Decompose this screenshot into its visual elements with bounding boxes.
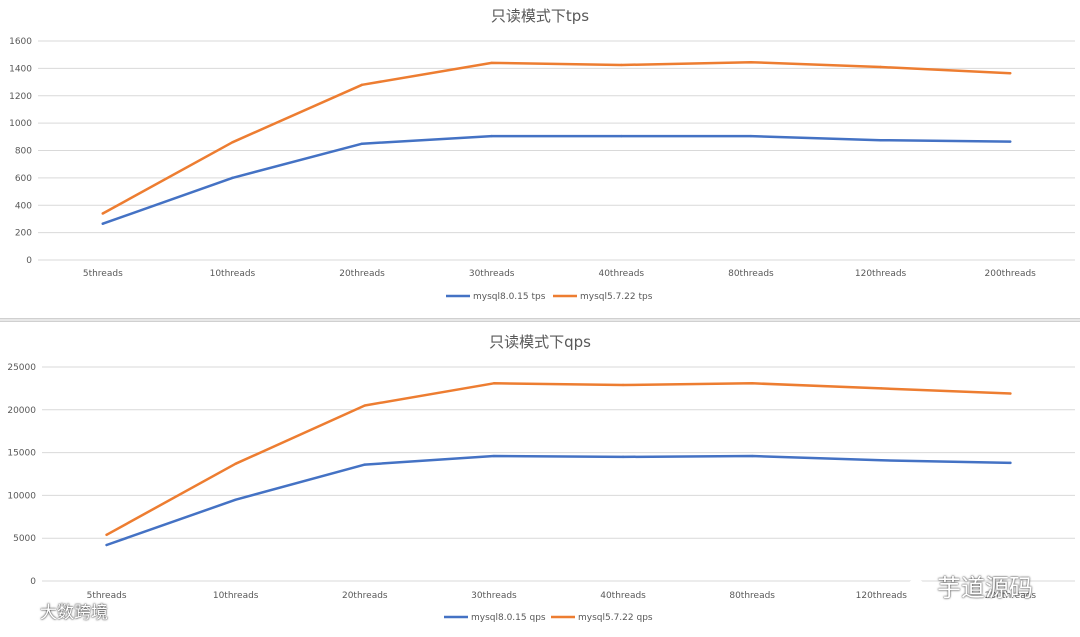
data-point — [101, 222, 105, 225]
data-point — [490, 134, 493, 138]
x-tick-label: 10threads — [210, 269, 256, 279]
y-tick-label: 800 — [15, 147, 32, 157]
data-point — [620, 63, 623, 67]
watermark-right: 芋道源码 — [905, 568, 1033, 603]
watermark-right-text: 芋道源码 — [937, 574, 1033, 602]
y-tick-label: 0 — [30, 577, 36, 587]
data-point — [101, 212, 105, 215]
series-line-0 — [105, 454, 1012, 547]
weibo-logo-icon — [8, 602, 36, 624]
chart-title: 只读模式下qps — [489, 333, 591, 351]
legend-label: mysql8.0.15 tps — [473, 292, 546, 302]
y-tick-label: 5000 — [13, 534, 36, 544]
y-tick-label: 1000 — [9, 119, 32, 129]
tps-line-chart: 只读模式下tps 0 200 400 600 800 1000 1200 1400 1600 5th… — [9, 7, 1075, 302]
data-point — [492, 454, 496, 458]
data-point — [360, 142, 364, 145]
y-tick-label: 25000 — [7, 363, 36, 373]
x-tick-label: 120threads — [855, 269, 907, 279]
series-line-0 — [101, 134, 1012, 225]
data-point — [234, 462, 237, 465]
x-tick-label: 30threads — [469, 269, 515, 279]
x-tick-label: 80threads — [728, 269, 774, 279]
series-line-1 — [101, 60, 1012, 215]
data-point — [234, 498, 237, 501]
data-point — [492, 382, 496, 385]
y-tick-label: 1400 — [9, 64, 32, 74]
x-tick-label: 40threads — [600, 591, 646, 601]
data-point — [363, 404, 367, 407]
x-tick-label: 5threads — [83, 269, 123, 279]
data-point — [231, 141, 234, 144]
data-point — [621, 455, 625, 459]
y-tick-label: 15000 — [7, 449, 36, 459]
wechat-logo-icon — [905, 578, 934, 601]
x-tick-label: 20threads — [342, 591, 388, 601]
panel-divider — [0, 318, 1080, 322]
x-tick-label: 200threads — [985, 269, 1037, 279]
data-point — [879, 65, 882, 69]
chart-title: 只读模式下tps — [491, 7, 589, 25]
y-tick-label: 1200 — [9, 92, 32, 102]
data-point — [105, 543, 108, 547]
data-point — [1009, 461, 1012, 465]
data-point — [750, 454, 754, 458]
legend-label: mysql5.7.22 qps — [578, 613, 653, 623]
x-tick-label: 200threads — [985, 591, 1037, 601]
data-point — [1008, 71, 1012, 75]
data-point — [880, 459, 883, 462]
x-tick-label: 10threads — [213, 591, 259, 601]
data-point — [621, 383, 625, 387]
data-point — [360, 83, 364, 87]
data-point — [363, 463, 367, 466]
data-point — [231, 176, 234, 180]
x-tick-label: 30threads — [471, 591, 517, 601]
x-tick-label: 40threads — [598, 269, 644, 279]
watermark-left-text: 大数跨境 — [40, 603, 108, 623]
x-tick-label: 5threads — [87, 591, 127, 601]
x-tick-label: 120threads — [856, 591, 908, 601]
legend-label: mysql5.7.22 tps — [580, 292, 653, 302]
y-tick-label: 20000 — [7, 406, 36, 416]
watermark-left: 大数跨境 — [8, 598, 108, 624]
data-point — [749, 61, 753, 64]
data-point — [1009, 392, 1012, 395]
y-tick-label: 600 — [15, 174, 32, 184]
data-point — [750, 382, 754, 385]
qps-chart-panel: 只读模式下qps 0 5000 10000 15000 20000 25000 5thread… — [0, 322, 1080, 633]
data-point — [880, 387, 883, 390]
x-tick-label: 20threads — [339, 269, 385, 279]
y-tick-label: 10000 — [7, 491, 36, 501]
tps-chart-panel: 只读模式下tps 0 200 400 600 800 1000 1200 1400 1600 5th… — [0, 0, 1080, 318]
y-tick-label: 400 — [15, 201, 32, 211]
y-tick-label: 1600 — [9, 37, 32, 47]
legend-label: mysql8.0.15 qps — [471, 613, 546, 623]
qps-line-chart: 只读模式下qps 0 5000 10000 15000 20000 25000 5thread… — [7, 333, 1075, 623]
data-point — [620, 134, 623, 138]
data-point — [879, 139, 882, 142]
data-point — [1008, 140, 1012, 143]
y-tick-label: 200 — [15, 229, 32, 239]
data-point — [749, 134, 753, 138]
y-tick-label: 0 — [26, 256, 32, 266]
data-point — [105, 533, 108, 536]
x-tick-label: 80threads — [729, 591, 775, 601]
data-point — [490, 61, 493, 65]
series-line-1 — [105, 382, 1012, 537]
